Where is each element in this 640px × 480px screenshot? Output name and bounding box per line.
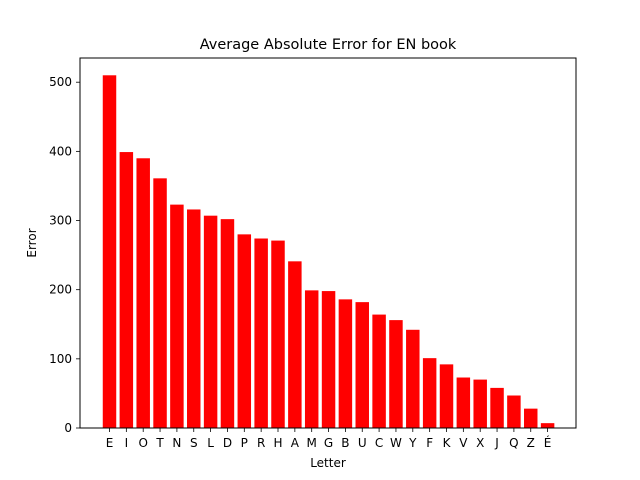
x-tick-label: S [190,436,198,450]
bar-D [220,219,235,428]
bar-Q [507,395,521,428]
x-tick-label: V [459,436,468,450]
x-tick-label: M [307,436,317,450]
x-tick-label: R [257,436,265,450]
bar-A [288,261,302,428]
bar-I [119,152,134,428]
bar-M [304,290,319,428]
x-axis-label: Letter [310,456,346,470]
bar-U [355,302,369,428]
x-tick-label: A [291,436,300,450]
bar-É [540,423,555,428]
x-tick-label: X [476,436,484,450]
bar-C [372,314,386,428]
bar-S [187,209,201,428]
x-tick-label: L [207,436,214,450]
bar-W [389,320,403,428]
x-tick-label: F [426,436,433,450]
bar-X [473,379,487,428]
y-tick-label: 200 [49,283,72,297]
bar-T [153,178,167,428]
bar-E [102,75,117,428]
x-tick-label: G [324,436,333,450]
bar-F [422,358,437,428]
bar-Z [524,408,538,428]
x-tick-label: E [106,436,114,450]
x-tick-label: É [544,435,552,450]
bars-group [102,75,555,428]
x-tick-label: C [375,436,383,450]
x-tick-label: Y [408,436,417,450]
x-tick-label: H [273,436,282,450]
bar-V [456,377,471,428]
x-tick-label: Z [527,436,535,450]
x-tick-label: P [241,436,248,450]
bar-O [136,158,150,428]
x-tick-label: U [358,436,367,450]
y-tick-label: 300 [49,214,72,228]
bar-Y [406,329,420,428]
y-tick-label: 100 [49,352,72,366]
x-tick-label: N [172,436,181,450]
bar-N [170,204,184,428]
x-tick-label: K [443,436,452,450]
bar-L [203,215,218,428]
bar-R [254,238,268,428]
y-tick-label: 0 [64,421,72,435]
x-tick-label: B [341,436,349,450]
chart-title: Average Absolute Error for EN book [200,37,457,53]
y-tick-label: 400 [49,144,72,158]
y-tick-label: 500 [49,75,72,89]
bar-J [490,387,504,428]
y-axis-ticks: 0 100 200 300 400 500 [49,75,80,435]
x-tick-label: W [390,436,402,450]
x-tick-label: D [223,436,232,450]
bar-G [321,291,336,428]
x-tick-label: I [125,436,129,450]
x-tick-label: J [494,436,499,450]
bar-H [271,240,285,428]
x-tick-label: Q [509,436,518,450]
plot-frame [79,57,577,429]
x-tick-label: O [138,436,147,450]
y-axis-label: Error [25,228,39,257]
bar-P [237,234,252,428]
x-tick-label: T [155,436,164,450]
bar-K [439,364,454,428]
bar-B [338,299,353,428]
